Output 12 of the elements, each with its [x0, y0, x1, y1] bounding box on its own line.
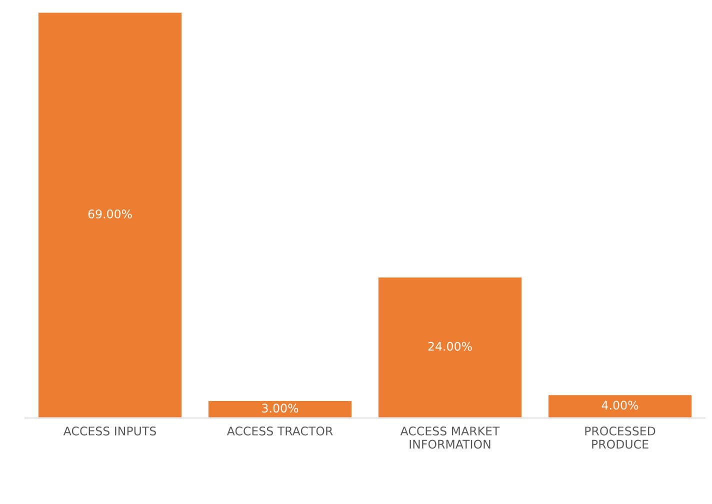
bar	[207, 400, 353, 418]
data-label: 4.00%	[602, 400, 638, 410]
data-label: 3.00%	[262, 404, 298, 413]
bar	[37, 12, 183, 418]
x-tick-label: PROCESSED PRODUCE	[585, 426, 656, 449]
x-tick-label: ACCESS MARKET INFORMATION	[400, 426, 500, 449]
data-label: 24.00%	[428, 342, 472, 351]
x-tick-label: ACCESS INPUTS	[63, 426, 156, 436]
bar	[377, 276, 523, 418]
x-tick-label: ACCESS TRACTOR	[226, 426, 333, 436]
bar	[547, 394, 693, 418]
data-label: 69.00%	[88, 209, 132, 218]
